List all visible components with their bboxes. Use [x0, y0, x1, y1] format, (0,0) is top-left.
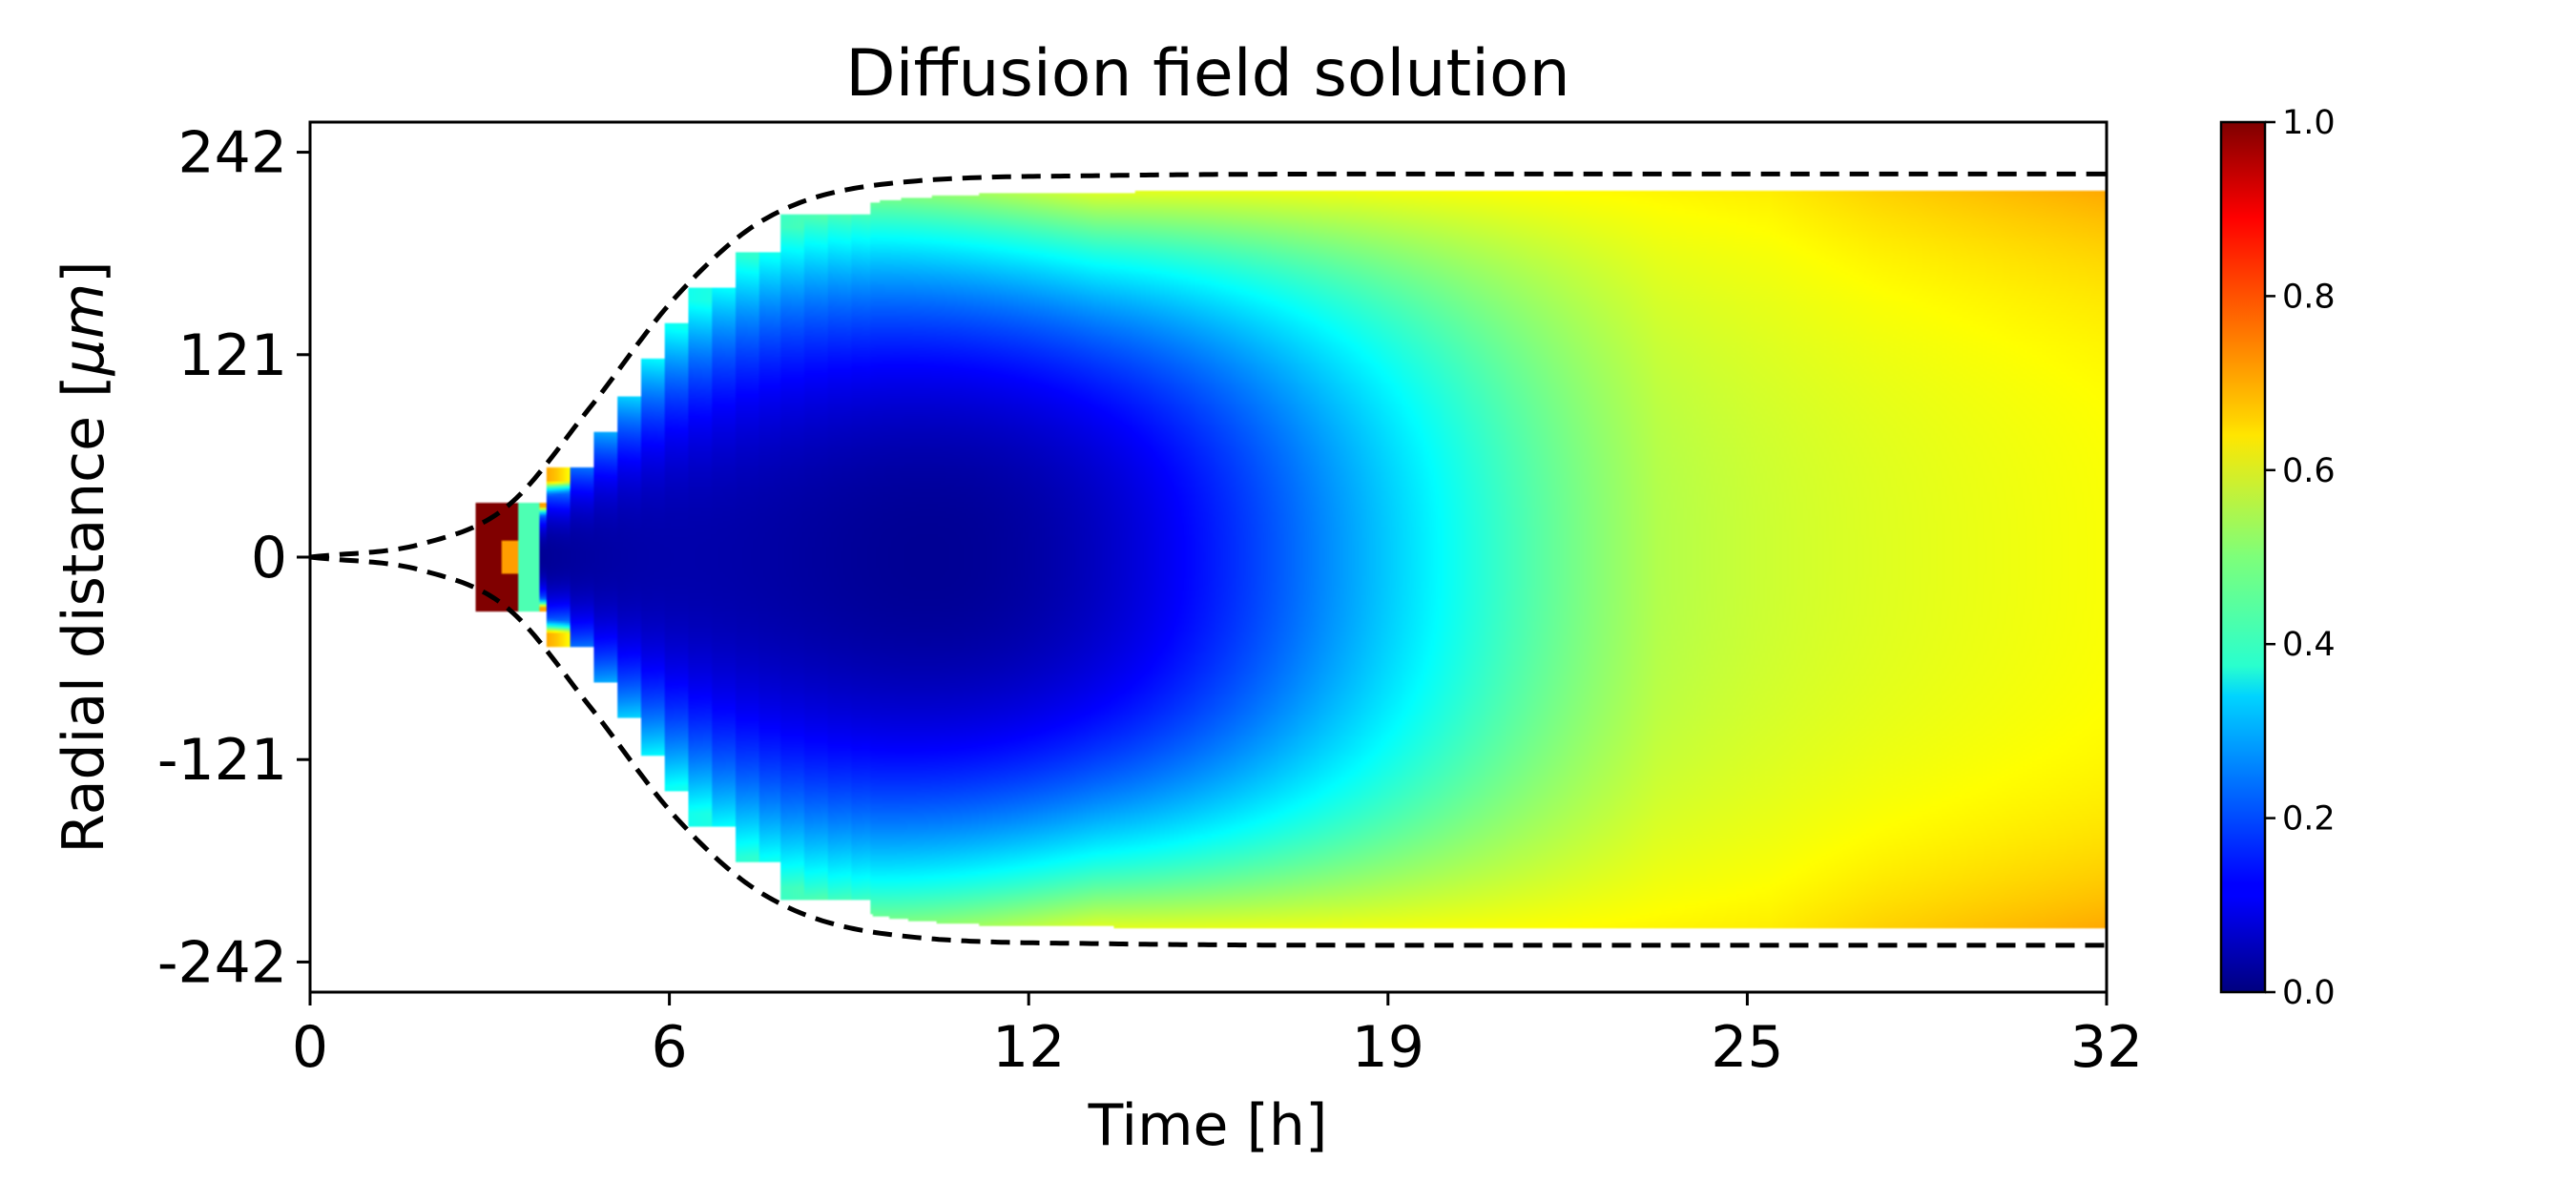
x-axis-label: Time [h] [1088, 1092, 1328, 1159]
colorbar-tick-label: 0.8 [2282, 278, 2336, 316]
y-tick-label: -242 [157, 929, 287, 996]
y-tick-label: 242 [177, 120, 287, 187]
colorbar-tick-label: 0.6 [2282, 452, 2336, 490]
colorbar-tick-label: 1.0 [2282, 104, 2336, 142]
colorbar-gradient [2219, 120, 2267, 994]
upper-boundary-dashed-line [310, 171, 2107, 560]
y-axis: 242 121 0 -121 -242 [157, 120, 310, 996]
x-tick-label: 19 [1352, 1014, 1424, 1081]
lower-boundary-dashed-line [310, 554, 2107, 948]
x-axis: 0 6 12 19 25 32 [292, 992, 2143, 1081]
colorbar: 0.0 0.2 0.4 0.6 0.8 1.0 [2219, 104, 2336, 1012]
plot-area [308, 120, 2109, 994]
y-axis-label-suffix: ] [51, 260, 117, 282]
x-tick-label: 25 [1711, 1014, 1783, 1081]
x-tick-label: 12 [992, 1014, 1065, 1081]
y-axis-label-unit: μm [51, 283, 117, 377]
y-axis-label: Radial distance [μm] [51, 260, 117, 853]
colorbar-ticks: 0.0 0.2 0.4 0.6 0.8 1.0 [2265, 104, 2336, 1012]
x-tick-label: 32 [2070, 1014, 2143, 1081]
heatmap-field [310, 122, 2107, 992]
y-tick-label: -121 [157, 727, 287, 794]
y-tick-label: 121 [177, 322, 287, 389]
colorbar-tick-label: 0.2 [2282, 800, 2336, 839]
y-tick-label: 0 [251, 525, 287, 591]
x-tick-label: 0 [292, 1014, 328, 1081]
chart-title: Diffusion field solution [845, 36, 1569, 112]
x-tick-label: 6 [652, 1014, 688, 1081]
colorbar-tick-label: 0.0 [2282, 974, 2336, 1012]
y-axis-label-prefix: Radial distance [ [51, 375, 117, 853]
colorbar-tick-label: 0.4 [2282, 626, 2336, 664]
